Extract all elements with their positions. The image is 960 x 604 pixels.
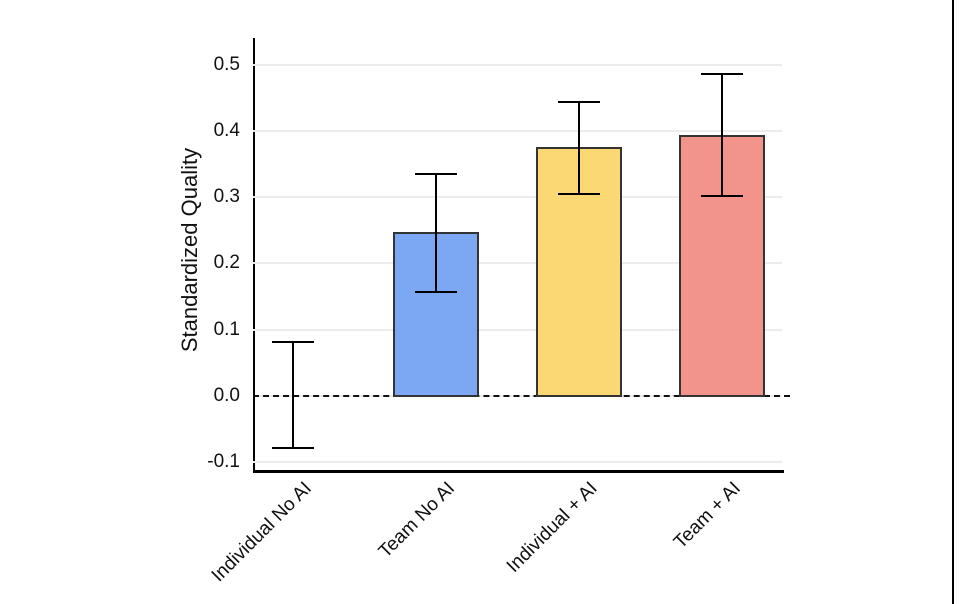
error-bar-individual-ai bbox=[578, 102, 580, 194]
x-tick-label-team-ai: Team + AI bbox=[669, 478, 745, 553]
error-cap-individual-ai bbox=[558, 101, 600, 104]
y-tick-label: 0.5 bbox=[213, 53, 240, 75]
error-cap-team-ai bbox=[701, 195, 743, 198]
error-cap-team-no-ai bbox=[415, 290, 457, 293]
y-tick-label: 0.4 bbox=[213, 119, 240, 141]
gridline bbox=[253, 461, 782, 464]
window-right-border bbox=[952, 0, 954, 604]
y-tick-label: 0.3 bbox=[213, 186, 240, 208]
y-tick-label: 0.2 bbox=[213, 252, 240, 274]
error-cap-team-no-ai bbox=[415, 172, 457, 175]
error-cap-individual-no-ai bbox=[272, 340, 314, 343]
y-tick-label: 0.1 bbox=[213, 318, 240, 340]
error-bar-team-no-ai bbox=[435, 173, 437, 292]
gridline bbox=[253, 129, 782, 132]
error-cap-team-ai bbox=[701, 73, 743, 76]
x-tick-label-individual-no-ai: Individual No AI bbox=[207, 478, 316, 587]
error-cap-individual-no-ai bbox=[272, 446, 314, 449]
gridline bbox=[253, 196, 782, 199]
y-tick-label: 0.0 bbox=[213, 385, 240, 406]
gridline bbox=[253, 63, 782, 66]
error-cap-individual-ai bbox=[558, 192, 600, 195]
gridline bbox=[253, 328, 782, 331]
x-tick-label-individual-ai: Individual + AI bbox=[502, 478, 602, 577]
x-tick-label-team-no-ai: Team No AI bbox=[374, 478, 459, 563]
y-tick-label: -0.1 bbox=[207, 451, 240, 473]
error-bar-team-ai bbox=[721, 74, 723, 197]
zero-reference-line bbox=[253, 395, 790, 397]
error-bar-individual-no-ai bbox=[292, 341, 294, 448]
plot-area bbox=[253, 38, 784, 473]
gridline bbox=[253, 262, 782, 265]
